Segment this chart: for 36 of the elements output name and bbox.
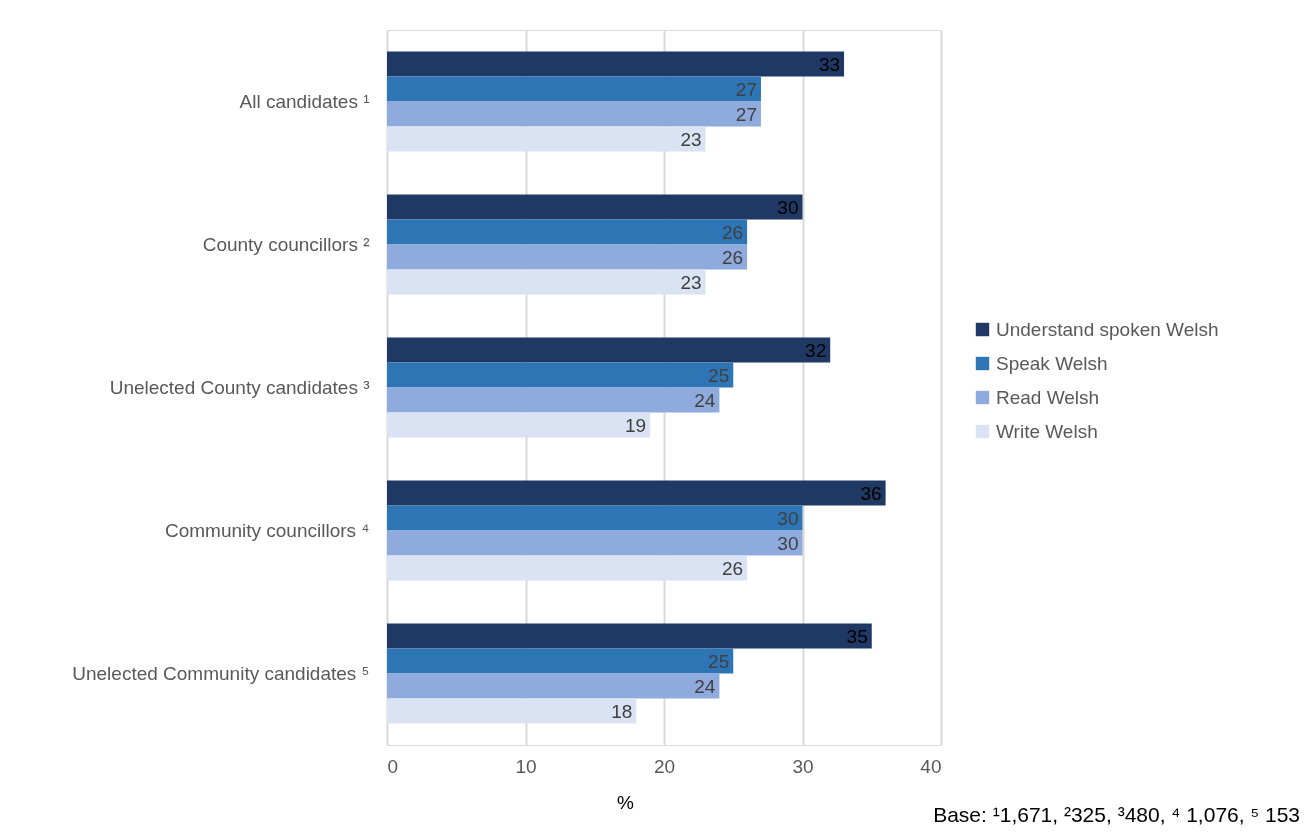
data-label: 19 [625, 415, 647, 437]
y-tick-label: Community councillors ⁴ [164, 519, 370, 541]
data-label: 24 [694, 390, 716, 412]
data-label: 33 [818, 53, 841, 75]
legend-label: Write Welsh [996, 420, 1098, 442]
x-tick-label: 30 [792, 755, 814, 777]
data-label: 35 [846, 625, 868, 647]
data-label: 23 [680, 129, 702, 151]
data-label: 30 [777, 507, 799, 529]
data-label: 25 [708, 650, 730, 672]
data-label: 32 [805, 339, 827, 361]
y-tick-label: Unelected Community candidates ⁵ [72, 662, 370, 684]
text: Base: ¹1,671, ²325, ³480, ⁴ 1,076, ⁵ 153 [933, 803, 1300, 826]
data-label: 30 [777, 196, 799, 218]
data-label: 26 [721, 558, 744, 580]
data-label: 30 [777, 533, 799, 555]
legend-label: Understand spoken Welsh [996, 318, 1219, 340]
legend-label: Read Welsh [996, 386, 1100, 408]
data-label: 26 [721, 221, 744, 243]
y-tick-label: County councillors ² [202, 233, 370, 255]
x-tick-label: 40 [920, 755, 942, 777]
x-axis-title: % [617, 791, 635, 813]
data-label: 25 [708, 364, 730, 386]
x-tick-label: 20 [653, 755, 676, 777]
legend-label: Speak Welsh [996, 352, 1108, 374]
data-label: 24 [694, 676, 716, 698]
data-label: 27 [735, 104, 757, 126]
data-label: 23 [680, 272, 702, 294]
data-label: 36 [860, 482, 882, 504]
data-label: 27 [735, 78, 757, 100]
data-label: 26 [721, 247, 744, 269]
y-tick-label: Unelected County candidates ³ [109, 376, 370, 398]
x-tick-label: 0 [387, 755, 399, 777]
y-tick-label: All candidates ¹ [239, 90, 370, 112]
data-label: 18 [611, 701, 633, 723]
x-tick-label: 10 [515, 755, 537, 777]
